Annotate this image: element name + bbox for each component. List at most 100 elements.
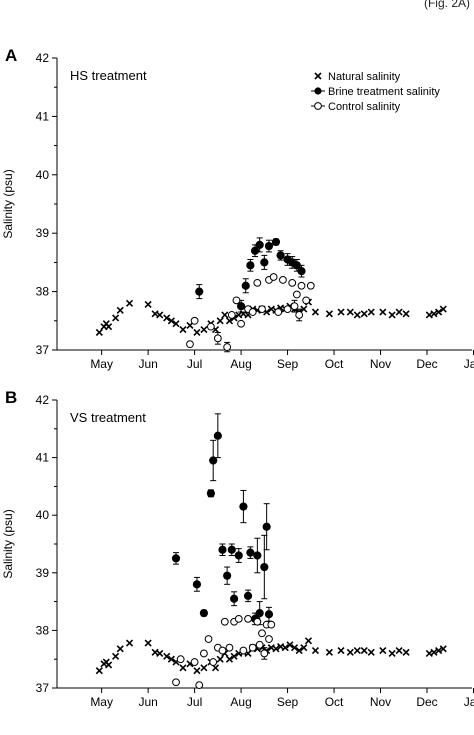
y-tick-label: 39 bbox=[36, 226, 50, 240]
y-axis-title: Salinity (psu) bbox=[1, 169, 15, 238]
x-tick-label-may: May bbox=[90, 695, 113, 709]
marker-stroke bbox=[425, 311, 433, 319]
control-salinity-point bbox=[269, 273, 278, 281]
legend-marker bbox=[314, 87, 322, 95]
natural-salinity-point bbox=[388, 649, 396, 658]
control-salinity-point bbox=[253, 617, 262, 626]
x-tick-label-jun: Jun bbox=[138, 357, 157, 371]
legend-marker bbox=[314, 72, 322, 80]
natural-salinity-point bbox=[172, 320, 180, 328]
natural-salinity-point bbox=[116, 645, 124, 653]
natural-salinity-point bbox=[388, 311, 396, 319]
control-salinity-point bbox=[253, 278, 262, 287]
natural-salinity-point bbox=[167, 655, 175, 663]
natural-salinity-point bbox=[281, 644, 289, 652]
natural-salinity-point bbox=[221, 311, 229, 319]
marker-stroke bbox=[295, 646, 303, 655]
control-salinity-point bbox=[295, 311, 304, 319]
brine-salinity-point bbox=[243, 591, 253, 600]
marker-stroke bbox=[156, 311, 164, 319]
brine-salinity-point bbox=[209, 456, 218, 465]
marker-stroke bbox=[272, 645, 280, 653]
brine-salinity-point bbox=[199, 609, 209, 618]
marker-stroke bbox=[144, 639, 152, 647]
control-salinity-point bbox=[306, 281, 315, 290]
natural-salinity-point bbox=[144, 300, 152, 309]
x-tick-label-sep: Sep bbox=[277, 695, 299, 709]
marker-stroke bbox=[353, 646, 361, 655]
brine-salinity-point bbox=[297, 267, 306, 276]
marker-stroke bbox=[402, 310, 410, 318]
marker-stroke bbox=[179, 325, 187, 334]
natural-salinity-point bbox=[125, 299, 134, 307]
brine-salinity-point bbox=[171, 554, 181, 563]
control-salinity-point bbox=[232, 296, 241, 305]
natural-salinity-point bbox=[230, 652, 238, 660]
y-tick-label: 42 bbox=[36, 51, 50, 65]
marker-stroke bbox=[346, 648, 354, 656]
natural-salinity-point bbox=[216, 317, 224, 325]
legend-entry-label: Brine treatment salinity bbox=[328, 86, 440, 98]
series-control-salinity bbox=[186, 273, 315, 353]
marker-stroke bbox=[300, 644, 308, 652]
marker-stroke bbox=[179, 664, 187, 672]
brine-salinity-point bbox=[271, 237, 281, 247]
x-tick-label-oct: Oct bbox=[325, 357, 344, 371]
natural-salinity-point bbox=[304, 637, 313, 645]
brine-salinity-point bbox=[227, 545, 236, 554]
marker-stroke bbox=[105, 661, 113, 669]
marker-stroke bbox=[346, 308, 354, 316]
marker-stroke bbox=[425, 649, 433, 658]
y-tick-label: 40 bbox=[36, 168, 50, 182]
natural-salinity-point bbox=[200, 325, 208, 334]
x-tick-label-jul: Jul bbox=[187, 357, 202, 371]
marker-stroke bbox=[402, 648, 410, 656]
marker-stroke bbox=[290, 644, 299, 652]
marker-stroke bbox=[304, 637, 313, 645]
natural-salinity-point bbox=[193, 328, 201, 337]
natural-salinity-point bbox=[200, 664, 208, 672]
marker-stroke bbox=[337, 646, 345, 655]
panel-title: HS treatment bbox=[70, 68, 147, 83]
control-salinity-point bbox=[227, 311, 236, 319]
top-caption-fragment: (Fig. 2A) bbox=[423, 0, 470, 10]
panel-title: VS treatment bbox=[70, 410, 146, 425]
control-salinity-point bbox=[218, 646, 227, 655]
marker-stroke bbox=[360, 310, 368, 318]
brine-salinity-point bbox=[223, 571, 232, 580]
marker-stroke bbox=[395, 308, 403, 316]
marker-stroke bbox=[144, 300, 152, 309]
control-salinity-point bbox=[244, 614, 252, 623]
natural-salinity-point bbox=[435, 646, 443, 655]
natural-salinity-point bbox=[379, 308, 387, 316]
natural-salinity-point bbox=[105, 323, 113, 331]
marker-stroke bbox=[211, 664, 220, 672]
marker-stroke bbox=[435, 646, 443, 655]
marker-stroke bbox=[193, 328, 201, 337]
marker-stroke bbox=[112, 652, 120, 660]
marker-stroke bbox=[125, 639, 134, 647]
natural-salinity-point bbox=[337, 646, 345, 655]
marker-stroke bbox=[281, 644, 289, 652]
marker-stroke bbox=[379, 308, 387, 316]
marker-stroke bbox=[95, 667, 103, 675]
control-salinity-point bbox=[200, 649, 208, 658]
marker-stroke bbox=[200, 325, 208, 334]
marker-stroke bbox=[211, 325, 220, 334]
natural-salinity-point bbox=[290, 644, 299, 652]
series-natural-salinity bbox=[95, 637, 447, 675]
x-tick-label-dec: Dec bbox=[416, 357, 437, 371]
natural-salinity-point bbox=[95, 667, 103, 675]
marker-stroke bbox=[286, 641, 294, 649]
natural-salinity-point bbox=[311, 308, 320, 316]
x-tick-label-jan: Jan bbox=[464, 695, 474, 709]
marker-stroke bbox=[156, 649, 164, 658]
control-salinity-point bbox=[302, 296, 311, 305]
natural-salinity-point bbox=[439, 305, 447, 313]
legend-marker bbox=[314, 102, 322, 110]
series-brine-treatment-salinity bbox=[171, 413, 274, 626]
natural-salinity-point bbox=[325, 648, 333, 656]
x-tick-label-sep: Sep bbox=[277, 357, 299, 371]
natural-salinity-point bbox=[367, 308, 375, 316]
marker-stroke bbox=[235, 311, 243, 319]
